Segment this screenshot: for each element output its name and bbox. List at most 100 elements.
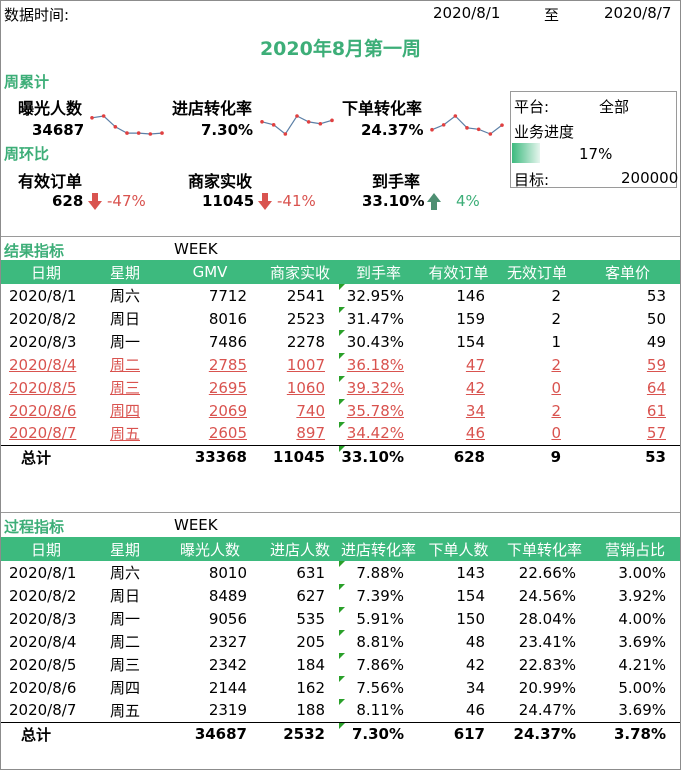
table-cell[interactable]: 2020/8/7 bbox=[9, 424, 77, 443]
table-cell: 162 bbox=[296, 678, 325, 697]
sparkline-point bbox=[476, 127, 481, 132]
arrow-down-icon bbox=[258, 193, 272, 210]
table-cell[interactable]: 2069 bbox=[208, 401, 247, 420]
result-table: 日期 星期 GMV 商家实收 到手率 有效订单 无效订单 客单价 2020/8/1 周六 7712… bbox=[1, 260, 680, 469]
table-cell[interactable]: 2 bbox=[551, 401, 561, 420]
divider bbox=[1, 512, 680, 513]
change-receive-rate: 4% bbox=[456, 192, 480, 210]
table-cell[interactable]: 周五 bbox=[109, 424, 140, 443]
table-cell[interactable]: 59 bbox=[646, 355, 666, 374]
table-cell: 22.83% bbox=[518, 655, 576, 674]
table-row: 2020/8/3 周一 7486 2278 30.43% 154 1 49 bbox=[1, 330, 680, 353]
table-cell[interactable]: 0 bbox=[551, 424, 561, 443]
table-cell[interactable]: 34.42% bbox=[339, 422, 418, 445]
table-cell: 28.04% bbox=[518, 609, 576, 628]
table-cell[interactable]: 897 bbox=[296, 424, 325, 443]
sparkline-point bbox=[271, 123, 276, 127]
kpi-name-order-conversion: 下单转化率 bbox=[342, 99, 423, 118]
table-cell[interactable]: 35.78% bbox=[339, 399, 418, 422]
total-cell: 11045 bbox=[261, 444, 339, 469]
table-cell[interactable]: 周四 bbox=[109, 402, 140, 420]
table-cell[interactable]: 1007 bbox=[286, 355, 325, 374]
table-cell[interactable]: 39.32% bbox=[339, 376, 418, 399]
table-cell[interactable]: 740 bbox=[296, 401, 325, 420]
table-cell[interactable]: 2695 bbox=[208, 378, 247, 397]
table-row: 2020/8/4 周二 2327 205 8.81% 48 23.41% 3.69% bbox=[1, 630, 680, 653]
table-cell[interactable]: 周三 bbox=[109, 379, 140, 397]
column-header: 商家实收 bbox=[261, 260, 339, 284]
table-cell: 8016 bbox=[208, 309, 247, 328]
table-cell: 8.81% bbox=[339, 630, 418, 653]
arrow-down-icon bbox=[88, 193, 102, 210]
platform-value[interactable]: 全部 bbox=[599, 98, 630, 116]
table-row: 2020/8/1 周六 8010 631 7.88% 143 22.66% 3.00% bbox=[1, 561, 680, 584]
table-cell: 7486 bbox=[208, 332, 247, 351]
table-cell[interactable]: 1060 bbox=[286, 378, 325, 397]
table-cell[interactable]: 0 bbox=[551, 378, 561, 397]
table-cell: 周六 bbox=[109, 564, 140, 582]
table-cell[interactable]: 57 bbox=[646, 424, 666, 443]
table-cell[interactable]: 2785 bbox=[208, 355, 247, 374]
table-cell[interactable]: 2 bbox=[551, 355, 561, 374]
target-label: 目标: bbox=[514, 171, 550, 189]
sparkline-point bbox=[488, 132, 493, 136]
table-cell[interactable]: 64 bbox=[646, 378, 666, 397]
table-cell: 2020/8/6 bbox=[9, 678, 77, 697]
table-cell[interactable]: 34 bbox=[465, 401, 485, 420]
table-cell: 4.00% bbox=[618, 609, 666, 628]
table-cell[interactable]: 47 bbox=[465, 355, 485, 374]
process-table: 日期 星期 曝光人数 进店人数 进店转化率 下单人数 下单转化率 营销占比 2020/8/1 周… bbox=[1, 537, 680, 746]
table-cell: 22.66% bbox=[518, 563, 576, 582]
table-cell: 154 bbox=[456, 332, 485, 351]
total-cell: 617 bbox=[418, 721, 499, 746]
table-row[interactable]: 2020/8/6 周四 2069 740 35.78% 34 2 61 bbox=[1, 399, 680, 422]
table-cell: 周六 bbox=[109, 287, 140, 305]
table-cell: 50 bbox=[646, 309, 666, 328]
kpi-name-store-conversion: 进店转化率 bbox=[172, 99, 253, 118]
column-header: 有效订单 bbox=[418, 260, 499, 284]
total-cell: 628 bbox=[418, 444, 499, 469]
kpi-value-receive-rate: 33.10% bbox=[362, 192, 425, 210]
target-value: 200000 bbox=[621, 169, 679, 187]
table-cell[interactable]: 36.18% bbox=[339, 353, 418, 376]
table-cell[interactable]: 2020/8/4 bbox=[9, 355, 77, 374]
platform-label: 平台: bbox=[514, 98, 550, 116]
total-cell bbox=[91, 444, 159, 469]
column-header: 进店转化率 bbox=[339, 537, 418, 561]
table-cell: 周五 bbox=[109, 701, 140, 720]
end-date[interactable]: 2020/8/7 bbox=[604, 4, 672, 22]
table-cell[interactable]: 2020/8/5 bbox=[9, 378, 77, 397]
sparkline-point bbox=[160, 131, 164, 135]
table-cell: 2020/8/1 bbox=[9, 286, 77, 305]
kpi-name-merchant-income: 商家实收 bbox=[188, 172, 253, 191]
table-row[interactable]: 2020/8/4 周二 2785 1007 36.18% 47 2 59 bbox=[1, 353, 680, 376]
page-title: 2020年8月第一周 bbox=[259, 38, 422, 60]
total-cell bbox=[91, 721, 159, 746]
table-cell: 3.69% bbox=[618, 632, 666, 651]
table-cell: 46 bbox=[465, 701, 485, 720]
table-row[interactable]: 2020/8/7 周五 2605 897 34.42% 46 0 57 bbox=[1, 422, 680, 445]
table-cell: 154 bbox=[456, 586, 485, 605]
table-row: 2020/8/2 周日 8489 627 7.39% 154 24.56% 3.92% bbox=[1, 584, 680, 607]
table-cell: 34 bbox=[465, 678, 485, 697]
table-cell: 5.91% bbox=[339, 607, 418, 630]
table-cell[interactable]: 2020/8/6 bbox=[9, 401, 77, 420]
table-cell[interactable]: 2605 bbox=[208, 424, 247, 443]
table-cell: 周日 bbox=[109, 310, 140, 328]
total-cell: 总计 bbox=[1, 721, 91, 746]
table-cell: 9056 bbox=[208, 609, 247, 628]
change-merchant-income: -41% bbox=[277, 192, 316, 210]
table-cell: 2020/8/2 bbox=[9, 586, 77, 605]
start-date[interactable]: 2020/8/1 bbox=[433, 4, 501, 22]
table-cell[interactable]: 周二 bbox=[109, 356, 140, 374]
table-cell: 143 bbox=[456, 563, 485, 582]
table-row[interactable]: 2020/8/5 周三 2695 1060 39.32% 42 0 64 bbox=[1, 376, 680, 399]
divider bbox=[1, 236, 680, 237]
table-cell[interactable]: 42 bbox=[465, 378, 485, 397]
sparkline-point bbox=[430, 127, 434, 132]
table-cell: 2020/8/2 bbox=[9, 309, 77, 328]
table-cell: 3.00% bbox=[618, 563, 666, 582]
table-cell[interactable]: 46 bbox=[465, 424, 485, 443]
table-cell: 188 bbox=[296, 701, 325, 720]
table-cell[interactable]: 61 bbox=[646, 401, 666, 420]
